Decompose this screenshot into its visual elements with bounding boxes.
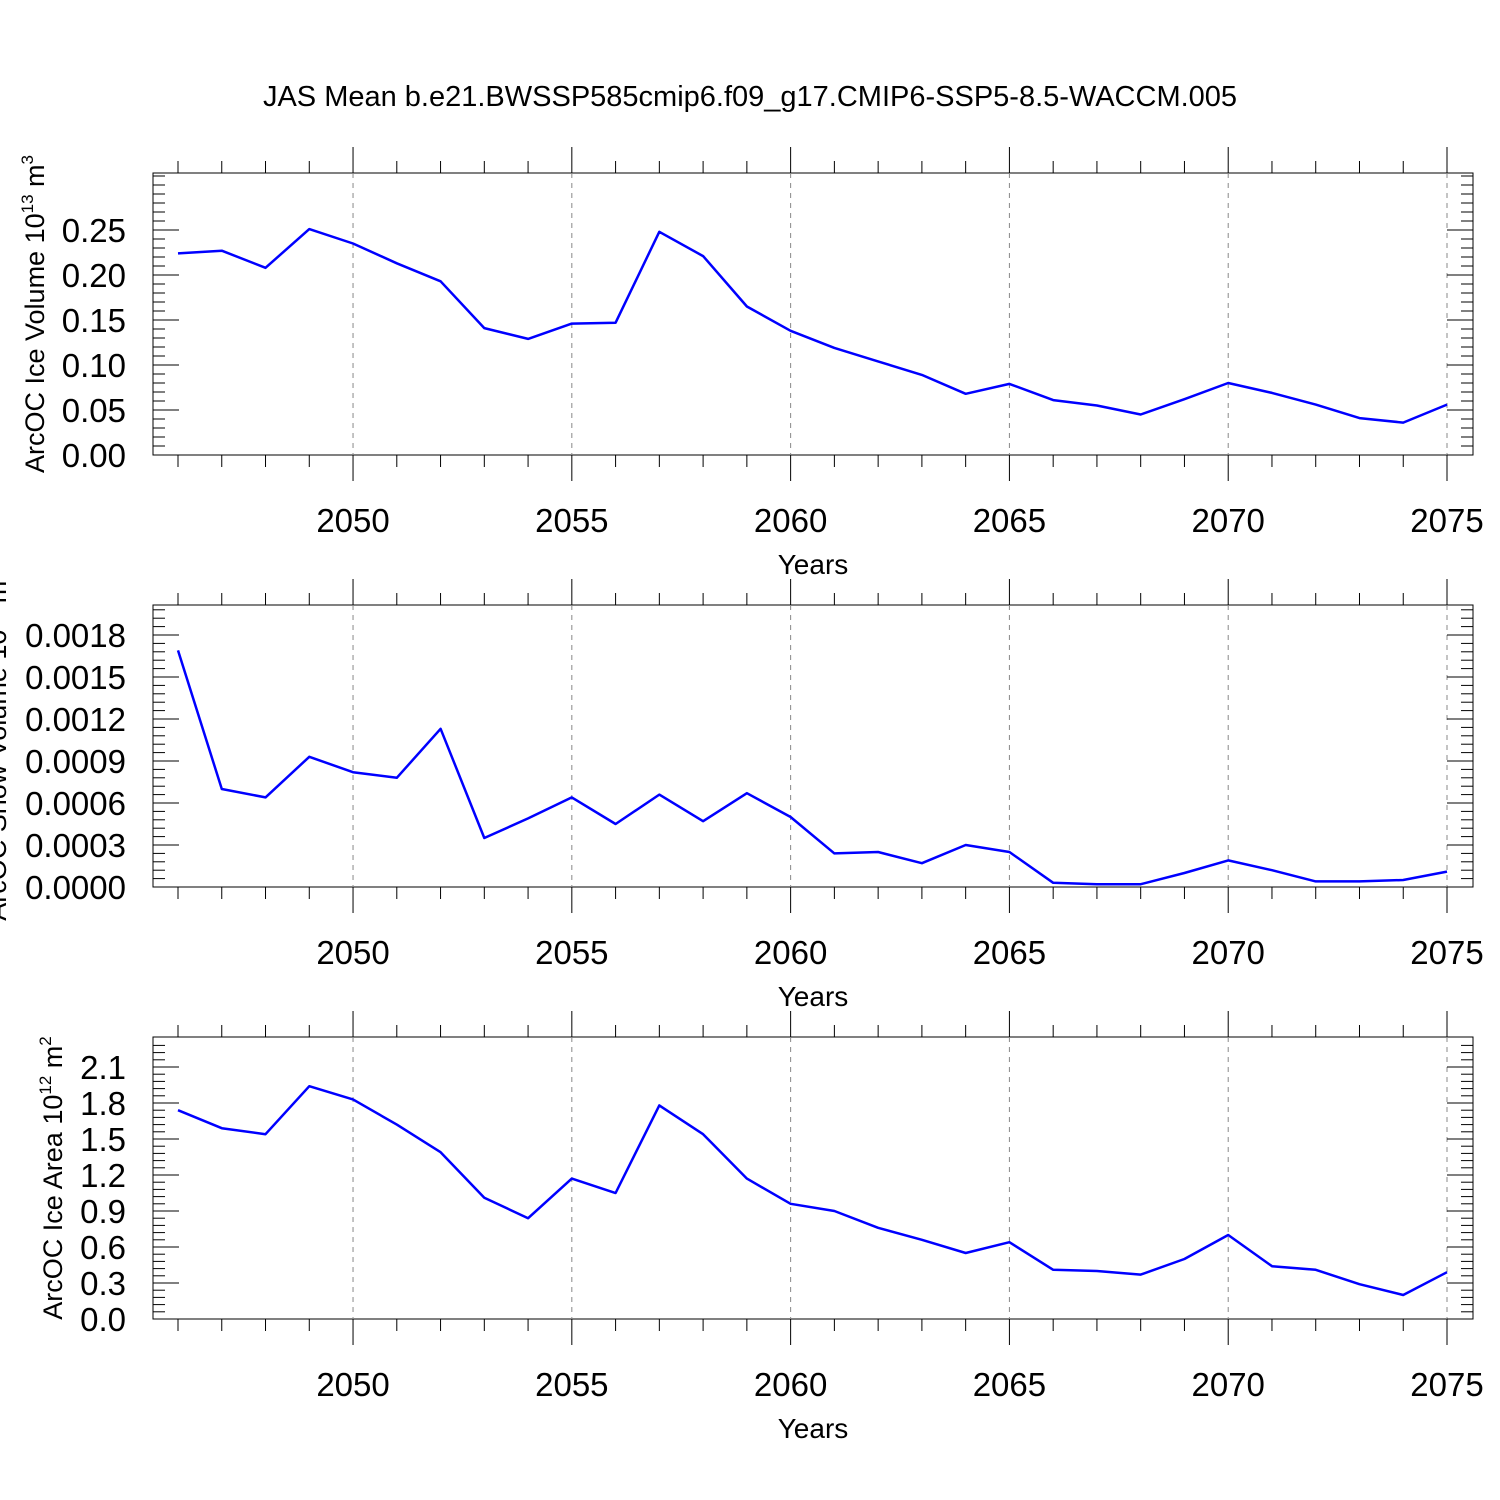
y-tick-label: 0.3 (80, 1265, 126, 1302)
y-tick-label: 0.20 (62, 257, 126, 294)
x-tick-label: 2060 (754, 934, 827, 971)
x-tick-label: 2075 (1410, 1366, 1483, 1403)
data-series-line (177, 1084, 1448, 1297)
y-axis-label-part: ArcOC Ice Area 10 (38, 1095, 68, 1320)
y-tick-label: 0.0006 (25, 785, 126, 822)
y-tick-label: 0.05 (62, 392, 126, 429)
x-tick-label: 2050 (316, 934, 389, 971)
y-tick-label: 0.25 (62, 212, 126, 249)
x-tick-label: 2070 (1191, 934, 1264, 971)
y-axis-label-superscript: 2 (36, 1036, 55, 1045)
y-tick-label: 0.15 (62, 302, 126, 339)
chart-panel-2: 2050 2055 2060 2065 2070 2075 0.0000 0.0003 0.00… (0, 571, 1484, 1012)
y-axis-label: ArcOC Snow Volume 1013 m3 (0, 571, 12, 921)
y-tick-label: 1.5 (80, 1121, 126, 1158)
x-axis-label: Years (778, 1413, 849, 1444)
x-tick-label: 2050 (316, 502, 389, 539)
x-tick-label: 2055 (535, 502, 608, 539)
y-axis-label-superscript: 13 (18, 194, 37, 213)
y-axis-label-part: ArcOC Snow Volume 10 (0, 630, 12, 921)
data-series-line (176, 650, 1448, 886)
y-tick-label: 0.9 (80, 1193, 126, 1230)
y-axis-label-part: m (20, 164, 50, 194)
x-tick-label: 2055 (535, 934, 608, 971)
x-tick-label: 2075 (1410, 502, 1483, 539)
y-axis-label: ArcOC Ice Area 1012 m2 (36, 1036, 68, 1320)
y-tick-label: 0.0009 (25, 743, 126, 780)
figure-title: JAS Mean b.e21.BWSSP585cmip6.f09_g17.CMI… (263, 81, 1237, 113)
y-tick-label: 0.00 (62, 437, 126, 474)
x-tick-label: 2075 (1410, 934, 1483, 971)
x-axis-label: Years (778, 549, 849, 580)
y-tick-label: 2.1 (80, 1049, 126, 1086)
y-tick-label: 0.6 (80, 1229, 126, 1266)
x-tick-label: 2060 (754, 1366, 827, 1403)
x-tick-label: 2070 (1191, 1366, 1264, 1403)
plot-frame (152, 172, 1474, 456)
x-tick-label: 2070 (1191, 502, 1264, 539)
y-tick-label: 0.0 (80, 1301, 126, 1338)
x-tick-label: 2050 (316, 1366, 389, 1403)
plot-frame (152, 1036, 1474, 1320)
y-tick-label: 0.0018 (25, 617, 126, 654)
y-tick-label: 1.8 (80, 1085, 126, 1122)
x-tick-label: 2060 (754, 502, 827, 539)
x-tick-label: 2065 (973, 1366, 1046, 1403)
data-series-line (177, 227, 1448, 424)
x-axis-label: Years (778, 981, 849, 1012)
y-tick-label: 0.0000 (25, 869, 126, 906)
plot-frame (152, 604, 1474, 888)
y-tick-label: 1.2 (80, 1157, 126, 1194)
y-tick-label: 0.0003 (25, 827, 126, 864)
chart-panel-1: 2050 2055 2060 2065 2070 2075 0.00 0.05 0.10 0.15… (18, 147, 1484, 580)
y-axis-label: ArcOC Ice Volume 1013 m3 (18, 155, 50, 473)
x-tick-label: 2065 (973, 502, 1046, 539)
y-axis-label-part: m (38, 1046, 68, 1076)
y-axis-label-superscript: 3 (18, 155, 37, 164)
y-tick-label: 0.0015 (25, 659, 126, 696)
y-axis-label-part: ArcOC Ice Volume 10 (20, 213, 50, 473)
x-tick-label: 2065 (973, 934, 1046, 971)
y-axis-label-superscript: 12 (36, 1076, 55, 1095)
y-tick-label: 0.10 (62, 347, 126, 384)
y-tick-label: 0.0012 (25, 701, 126, 738)
y-axis-label-part: m (0, 581, 12, 611)
x-tick-label: 2055 (535, 1366, 608, 1403)
chart-panel-3: 2050 2055 2060 2065 2070 20750.00.30.60.91.21… (36, 1011, 1484, 1444)
